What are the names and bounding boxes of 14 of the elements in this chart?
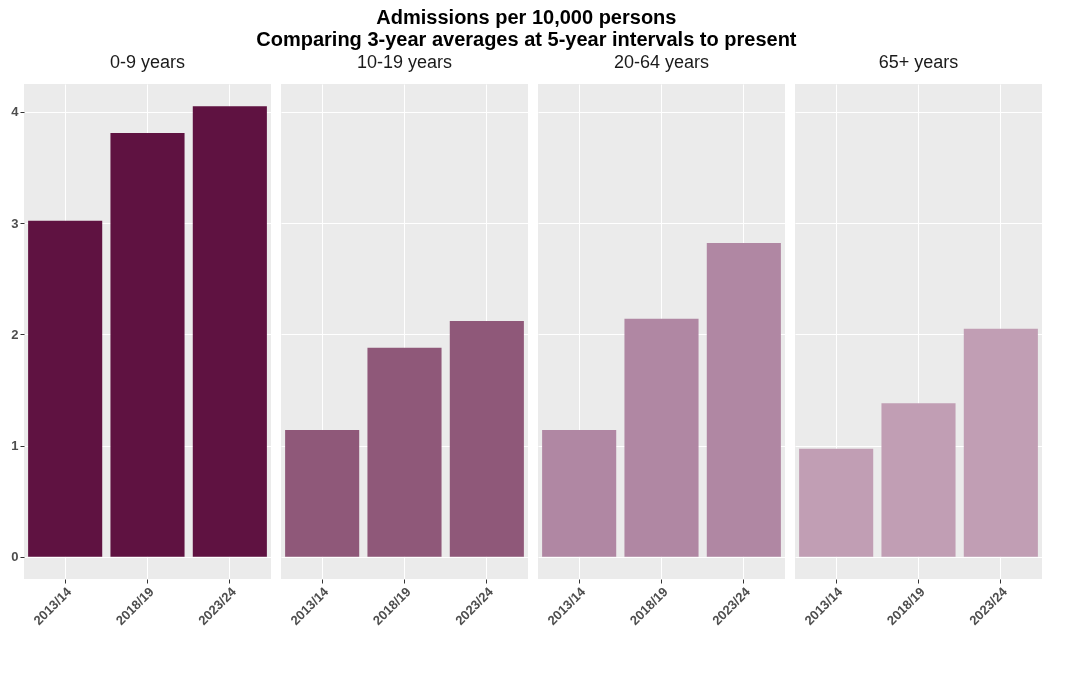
y-tick-label: 0: [11, 549, 19, 565]
chart-title: 10-19 years: [356, 52, 453, 72]
chart-title: 65+ years: [878, 52, 959, 72]
y-tick-label: 3: [11, 215, 19, 231]
y-tick-label: 2: [11, 326, 19, 342]
bar: [28, 220, 103, 557]
bar: [110, 132, 185, 557]
bar: [192, 106, 267, 557]
y-tick-label: 1: [11, 438, 19, 454]
text: Admissions per 10,000 persons: [376, 6, 677, 28]
chart-title: 0-9 years: [109, 52, 186, 72]
y-tick-label: 4: [11, 104, 20, 120]
text: Comparing 3-year averages at 5-year intervals to present: [256, 28, 797, 50]
chart-title: 20-64 years: [613, 52, 710, 72]
